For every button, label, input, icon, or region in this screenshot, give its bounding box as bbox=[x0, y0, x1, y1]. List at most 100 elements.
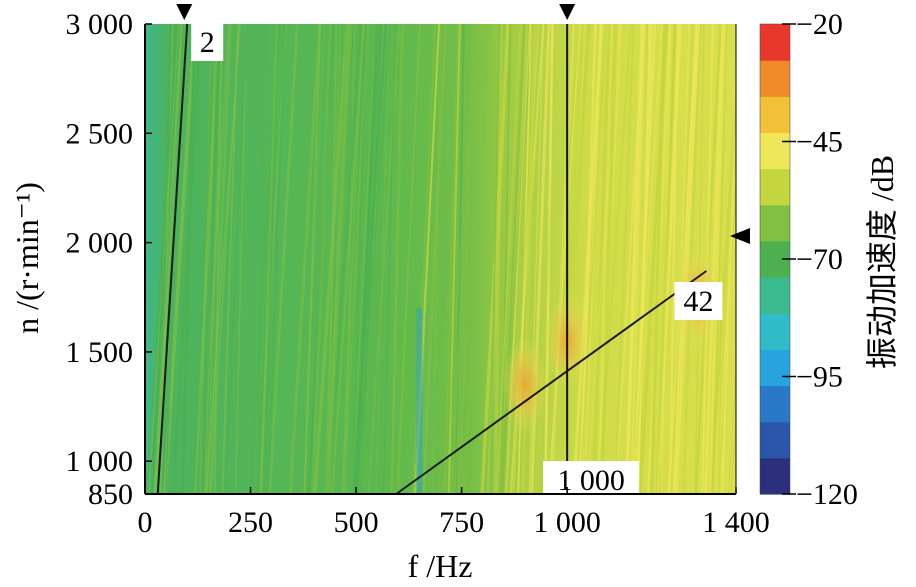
texture-streak bbox=[443, 24, 461, 494]
frequency-line-label-box bbox=[543, 461, 640, 499]
texture-streak bbox=[583, 24, 598, 494]
colorbar-segment bbox=[760, 96, 790, 134]
colorbar-segment bbox=[760, 349, 790, 387]
weak-band bbox=[416, 308, 423, 494]
x-tick-label: 1 400 bbox=[702, 506, 770, 539]
texture-streak bbox=[208, 24, 232, 494]
colorbar-tick-label: −20 bbox=[796, 8, 843, 41]
marker-triangle bbox=[730, 228, 750, 245]
texture-streak bbox=[396, 24, 421, 494]
colorbar-tick-label: −45 bbox=[796, 126, 843, 159]
order-label-42-box bbox=[674, 282, 723, 321]
y-axis-label: n /(r·min⁻¹) bbox=[9, 182, 45, 334]
texture-streak bbox=[431, 24, 442, 494]
texture-streak bbox=[720, 47, 736, 494]
texture-streak bbox=[636, 24, 653, 494]
texture-streak bbox=[351, 24, 368, 494]
texture-streak bbox=[307, 24, 335, 494]
x-tick-label: 250 bbox=[228, 506, 273, 539]
texture-streak bbox=[326, 24, 363, 494]
texture-streak bbox=[375, 24, 390, 494]
x-tick-label: 500 bbox=[334, 506, 379, 539]
texture-streak bbox=[259, 24, 279, 494]
texture-streak bbox=[288, 24, 322, 494]
order-label-2: 2 bbox=[200, 26, 215, 59]
colorbar-tick-label: −95 bbox=[796, 361, 843, 394]
y-tick-label: 3 000 bbox=[66, 8, 134, 41]
texture-streak bbox=[625, 24, 646, 494]
colorbar-tick-label: −120 bbox=[796, 478, 858, 511]
texture-streak bbox=[344, 24, 356, 494]
texture-streak bbox=[592, 24, 611, 494]
plot-area bbox=[145, 23, 736, 495]
hotspot bbox=[502, 336, 547, 433]
y-tick-label: 850 bbox=[88, 478, 133, 511]
texture-streak bbox=[632, 24, 666, 494]
texture-streak bbox=[181, 24, 197, 494]
texture-streak bbox=[597, 24, 613, 494]
texture-streak bbox=[590, 24, 611, 494]
texture-streak bbox=[343, 24, 366, 494]
colorbar-segment bbox=[760, 132, 790, 170]
texture-streak bbox=[496, 24, 522, 494]
colorbar-segment bbox=[760, 60, 790, 97]
colorbar: −120 −95 −70 −45 −20 bbox=[759, 8, 858, 511]
texture-streak bbox=[638, 24, 669, 494]
texture-streak bbox=[438, 24, 461, 494]
markers bbox=[176, 4, 750, 245]
texture-streak bbox=[171, 24, 203, 494]
colorbar-segment bbox=[760, 24, 790, 61]
colorbar-tick-label: −70 bbox=[796, 243, 843, 276]
colorbar-segment bbox=[760, 168, 790, 206]
texture-streak bbox=[630, 24, 645, 494]
texture-streak bbox=[234, 24, 247, 494]
texture-streak bbox=[163, 24, 197, 494]
texture-streak bbox=[422, 24, 447, 494]
texture-streak bbox=[554, 24, 591, 494]
texture-streak bbox=[341, 24, 364, 494]
texture-streak bbox=[193, 24, 221, 494]
colorbar-label: 振动加速度 /dB bbox=[864, 155, 900, 369]
y-tick-label: 2 000 bbox=[66, 227, 134, 260]
texture-streak bbox=[356, 24, 391, 494]
colorbar-segment bbox=[760, 313, 790, 350]
line-labels: 2 42 1 000 bbox=[191, 23, 723, 499]
texture-streak bbox=[331, 24, 365, 494]
texture-streak bbox=[224, 24, 248, 494]
y-tick-label: 2 500 bbox=[66, 117, 134, 150]
order-line-2 bbox=[156, 23, 189, 495]
texture-streak bbox=[599, 24, 618, 494]
texture-streak bbox=[549, 24, 576, 494]
texture-streak bbox=[198, 24, 213, 494]
texture-streak bbox=[704, 24, 725, 494]
texture-streak bbox=[200, 24, 222, 494]
texture-streak bbox=[303, 24, 322, 494]
texture-streak bbox=[205, 24, 241, 494]
x-tick-label: 750 bbox=[439, 506, 484, 539]
x-axis-title: f /Hz bbox=[408, 548, 473, 584]
texture-streak bbox=[668, 24, 679, 494]
x-tick-label: 0 bbox=[138, 506, 153, 539]
texture-streak bbox=[206, 24, 224, 494]
texture-streak bbox=[327, 24, 349, 494]
texture-streak bbox=[324, 24, 342, 494]
texture-streak bbox=[355, 24, 379, 494]
y-tick-label: 1 500 bbox=[66, 336, 134, 369]
texture-streak bbox=[367, 24, 401, 494]
texture-streak bbox=[500, 24, 512, 494]
texture-streak bbox=[728, 364, 736, 494]
texture-streak bbox=[266, 24, 286, 494]
texture-streak bbox=[311, 24, 333, 494]
colorbar-segment bbox=[760, 204, 790, 242]
x-tick-label: 1 000 bbox=[533, 506, 601, 539]
texture-streak bbox=[390, 24, 403, 494]
texture-streak bbox=[326, 24, 338, 494]
texture-streak bbox=[256, 24, 266, 494]
texture-streak bbox=[450, 24, 477, 494]
texture-streak bbox=[382, 24, 396, 494]
texture-streak bbox=[268, 24, 299, 494]
texture-streak bbox=[543, 24, 554, 494]
order-line-42 bbox=[395, 270, 707, 495]
texture-streak bbox=[351, 24, 377, 494]
